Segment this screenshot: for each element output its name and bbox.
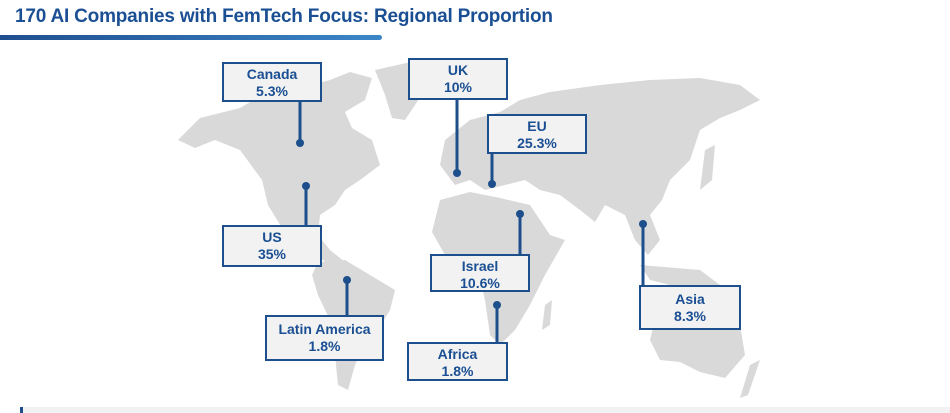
region-value: 25.3%	[517, 135, 557, 151]
region-label-uk: UK 10%	[408, 58, 508, 100]
page-title: 170 AI Companies with FemTech Focus: Reg…	[15, 6, 553, 27]
region-label-us: US 35%	[222, 225, 322, 267]
africa-marker	[493, 301, 501, 309]
region-value: 10.6%	[460, 275, 500, 291]
region-value: 1.8%	[308, 338, 341, 354]
region-label-africa: Africa 1.8%	[407, 342, 508, 381]
region-name: Latin America	[278, 321, 371, 337]
asia-marker	[639, 220, 647, 228]
region-label-asia: Asia 8.3%	[639, 285, 741, 330]
madagascar	[542, 300, 552, 330]
north-america	[178, 72, 380, 270]
japan	[700, 145, 715, 190]
canada-marker	[296, 139, 304, 147]
region-name: UK	[447, 62, 469, 78]
region-value: 35%	[257, 246, 287, 262]
region-value: 5.3%	[256, 83, 288, 99]
indonesia	[640, 265, 720, 290]
leader-lines	[296, 99, 647, 342]
latam-marker	[343, 276, 351, 284]
israel-marker	[516, 210, 524, 218]
region-value: 1.8%	[441, 363, 474, 379]
region-name: US	[262, 229, 282, 245]
eu-marker	[488, 180, 496, 188]
region-value: 10%	[443, 79, 473, 95]
new-zealand	[740, 360, 760, 398]
title-underline	[0, 35, 382, 40]
region-name: EU	[527, 118, 547, 134]
region-name: Africa	[437, 346, 478, 362]
region-label-latin-america: Latin America 1.8%	[265, 315, 384, 361]
uk-marker	[453, 169, 461, 177]
us-marker	[302, 182, 310, 190]
region-name: Canada	[246, 66, 298, 82]
region-label-eu: EU 25.3%	[487, 114, 587, 154]
region-name: Israel	[461, 258, 499, 274]
region-value: 8.3%	[674, 308, 706, 324]
region-name: Asia	[675, 291, 705, 307]
footer-bar	[20, 407, 950, 413]
region-label-israel: Israel 10.6%	[430, 254, 530, 292]
region-label-canada: Canada 5.3%	[222, 62, 322, 102]
